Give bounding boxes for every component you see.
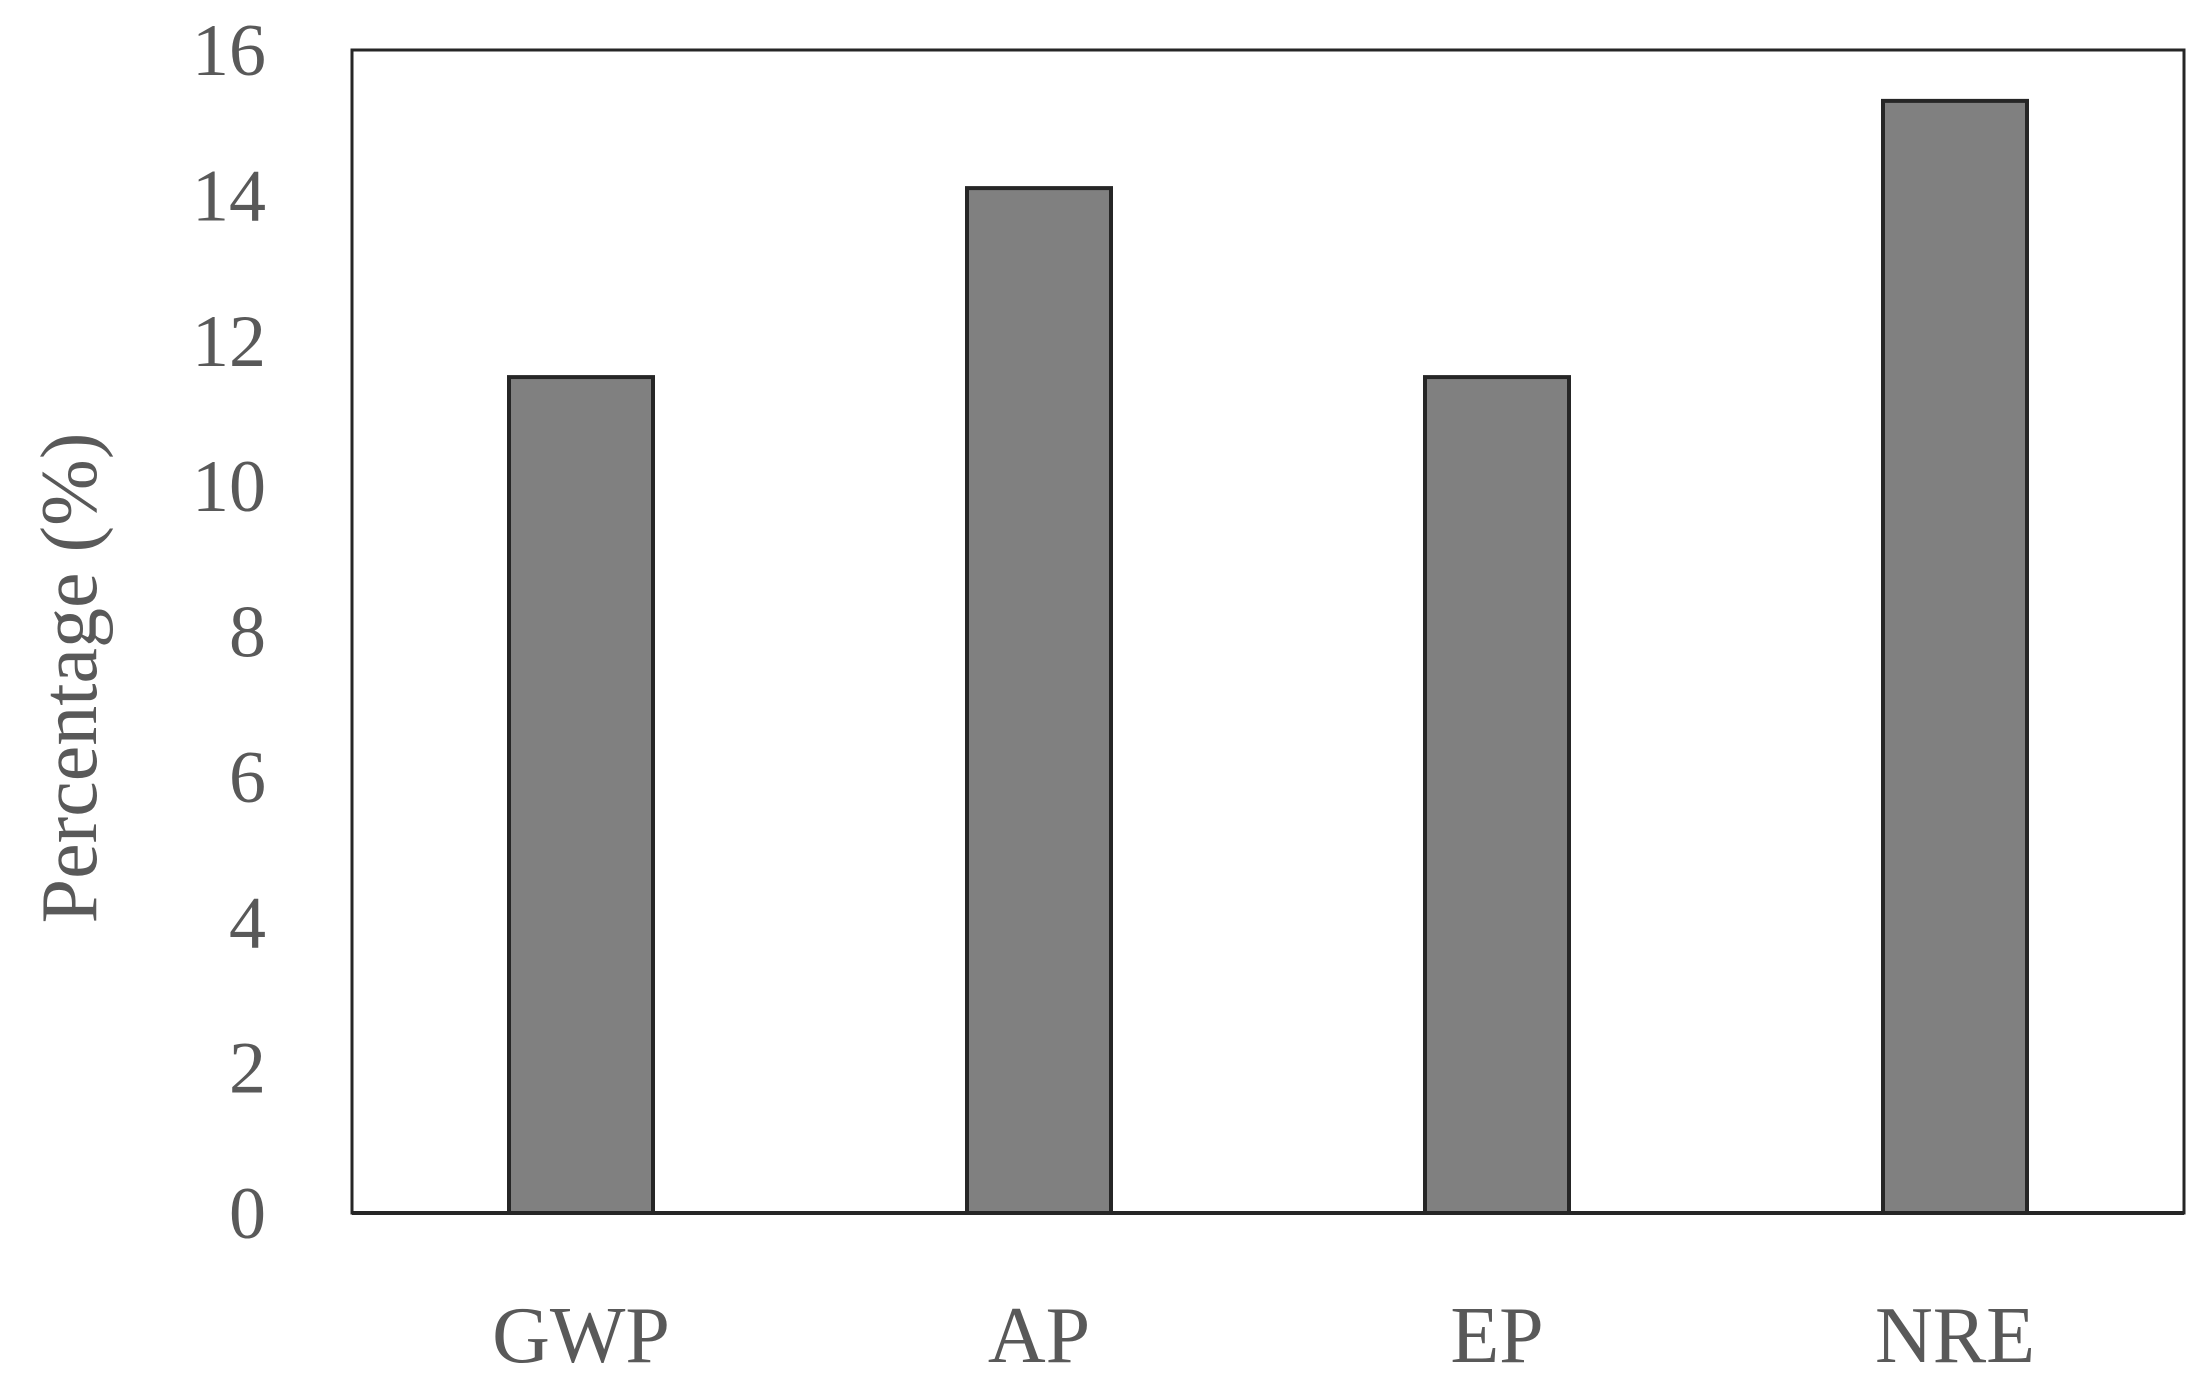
- y-tick-label: 4: [229, 882, 266, 964]
- bar-ap: [965, 186, 1113, 1216]
- y-tick-label: 8: [229, 592, 266, 674]
- y-tick-label: 12: [192, 301, 266, 383]
- y-tick-label: 14: [192, 155, 266, 237]
- y-tick-label: 2: [229, 1028, 266, 1110]
- x-category-label: EP: [1450, 1292, 1543, 1376]
- x-category-label: AP: [988, 1292, 1090, 1376]
- y-axis-title: Percentage (%): [26, 433, 114, 924]
- bar-nre: [1881, 98, 2029, 1216]
- x-category-label: GWP: [492, 1292, 670, 1376]
- x-category-labels: GWP AP EP NRE: [492, 1292, 2035, 1376]
- y-tick-label: 6: [229, 737, 266, 819]
- x-category-label: NRE: [1875, 1292, 2035, 1376]
- y-tick-label: 0: [229, 1173, 266, 1255]
- bar-gwp: [507, 375, 655, 1215]
- bars: [507, 98, 2029, 1216]
- y-tick-label: 10: [192, 446, 266, 528]
- bar-ep: [1423, 375, 1571, 1215]
- y-tick-label: 16: [192, 10, 266, 92]
- y-tick-labels: 0 2 4 6 8 10 12 14 16: [192, 10, 266, 1255]
